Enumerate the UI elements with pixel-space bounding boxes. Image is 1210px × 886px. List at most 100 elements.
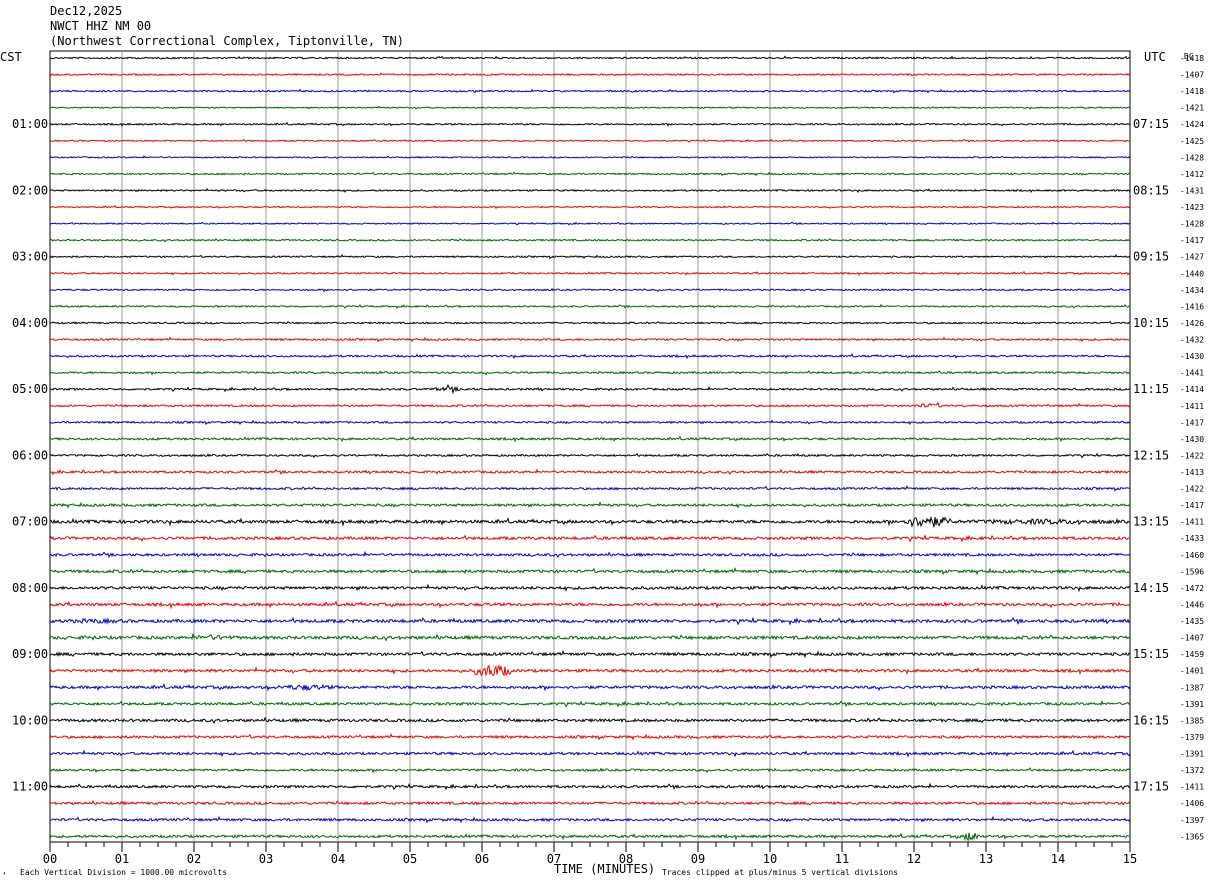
right-time-label: 08:15 [1133,183,1169,197]
right-time-label: 12:15 [1133,448,1169,462]
trace-line-29 [49,534,1130,543]
right-time-label: 11:15 [1133,382,1169,396]
x-tick-label: 07 [547,852,561,866]
x-tick-label: 05 [403,852,417,866]
left-time-label: 05:00 [12,382,48,396]
x-tick-label: 11 [835,852,849,866]
trace-line-13 [49,270,1131,276]
dc-offset-label: -1425 [1180,137,1204,146]
trace-line-1 [49,72,1131,77]
dc-offset-label: -1387 [1180,683,1204,692]
trace-line-32 [49,583,1131,593]
dc-offset-label: -1391 [1180,750,1204,759]
left-time-label: 07:00 [12,515,48,529]
trace-line-41 [49,733,1131,741]
location-label: (Northwest Correctional Complex, Tiptonv… [50,34,405,48]
dc-offset-label: -1596 [1180,567,1204,576]
x-tick-label: 13 [979,852,993,866]
dc-offset-label: -1411 [1180,402,1204,411]
trace-line-4 [49,121,1131,127]
trace-line-3 [49,105,1130,110]
dc-offset-label: -1407 [1180,71,1204,80]
x-tick-label: 03 [259,852,273,866]
x-tick-label: 10 [763,852,777,866]
trace-line-30 [49,550,1131,559]
dc-offset-label: -1411 [1180,518,1204,527]
right-time-label: 07:15 [1133,117,1169,131]
trace-line-45 [49,799,1131,806]
trace-line-17 [50,336,1131,343]
station-label: NWCT HHZ NM 00 [50,19,152,33]
dc-offset-label: -1372 [1180,766,1204,775]
dc-offset-label: -1411 [1180,783,1204,792]
right-timezone-label: UTC [1144,50,1166,64]
left-time-label: 10:00 [12,713,48,727]
dc-offset-label: -1414 [1180,385,1204,394]
trace-line-46 [49,815,1131,824]
trace-line-43 [49,767,1131,774]
left-time-label: 02:00 [12,183,48,197]
dc-offset-label: -1428 [1180,220,1204,229]
trace-line-42 [49,749,1131,758]
left-time-label: 06:00 [12,448,48,462]
x-tick-label: 09 [691,852,705,866]
trace-line-19 [49,370,1130,376]
dc-offset-label: -1416 [1180,302,1204,311]
left-timezone-label: CST [0,50,22,64]
dc-offset-label: -1434 [1180,286,1204,295]
corner-mark: ‘ [2,871,7,880]
dc-offset-label: -1472 [1180,584,1204,593]
trace-line-26 [49,485,1131,492]
dc-offset-label: -1433 [1180,534,1204,543]
trace-line-21 [49,401,1131,408]
trace-line-5 [49,138,1131,143]
dc-offset-label: -1431 [1180,186,1204,195]
trace-line-11 [49,237,1131,243]
right-time-label: 13:15 [1133,515,1169,529]
dc-offset-label: -1422 [1180,485,1204,494]
trace-line-35 [49,633,1131,642]
left-time-label: 11:00 [12,780,48,794]
trace-line-6 [49,155,1131,160]
date-label: Dec12,2025 [50,4,123,18]
trace-line-10 [49,221,1131,226]
x-tick-label: 06 [475,852,489,866]
trace-line-36 [49,649,1131,659]
dc-offset-label: -1432 [1180,336,1204,345]
x-tick-label: 15 [1123,852,1137,866]
trace-line-2 [49,88,1131,94]
dc-offset-label: -1421 [1180,104,1204,113]
dc-offset-label: -1422 [1180,451,1204,460]
right-time-label: 10:15 [1133,316,1169,330]
trace-line-38 [49,683,1131,692]
clip-note: Traces clipped at plus/minus 5 vertical … [662,868,898,877]
dc-offset-label: -1407 [1180,634,1204,643]
dc-offset-label: -1412 [1180,170,1204,179]
dc-offset-label: -1428 [1180,153,1204,162]
dc-offset-label: -1446 [1180,600,1204,609]
right-time-label: 09:15 [1133,250,1169,264]
trace-line-22 [49,419,1131,426]
x-tick-label: 00 [43,852,57,866]
dc-offset-label: -1385 [1180,716,1204,725]
dc-offset-label: -1401 [1180,667,1204,676]
x-tick-label: 01 [115,852,129,866]
dc-offset-label: -1430 [1180,352,1204,361]
dc-offset-label: -1426 [1180,319,1204,328]
plot-frame [49,50,1131,843]
dc-offset-label: -1413 [1180,468,1204,477]
trace-line-37 [49,664,1131,677]
dc-offset-label: -1417 [1180,418,1204,427]
trace-line-33 [49,600,1131,610]
x-tick-label: 12 [907,852,921,866]
trace-line-12 [49,254,1131,260]
right-time-label: 14:15 [1133,581,1169,595]
left-time-label: 03:00 [12,250,48,264]
trace-line-7 [50,171,1131,177]
x-axis-ticks: 00 01 02 03 04 05 06 07 08 09 10 11 12 13 14 15 [43,842,1137,866]
dc-offset-label: -1459 [1180,650,1204,659]
axis-labels: 01:00 02:00 03:00 04:00 05:00 06:00 07:00 08:00… [12,54,1204,841]
trace-line-23 [49,435,1131,443]
left-time-label: 04:00 [12,316,48,330]
trace-line-34 [49,616,1131,626]
